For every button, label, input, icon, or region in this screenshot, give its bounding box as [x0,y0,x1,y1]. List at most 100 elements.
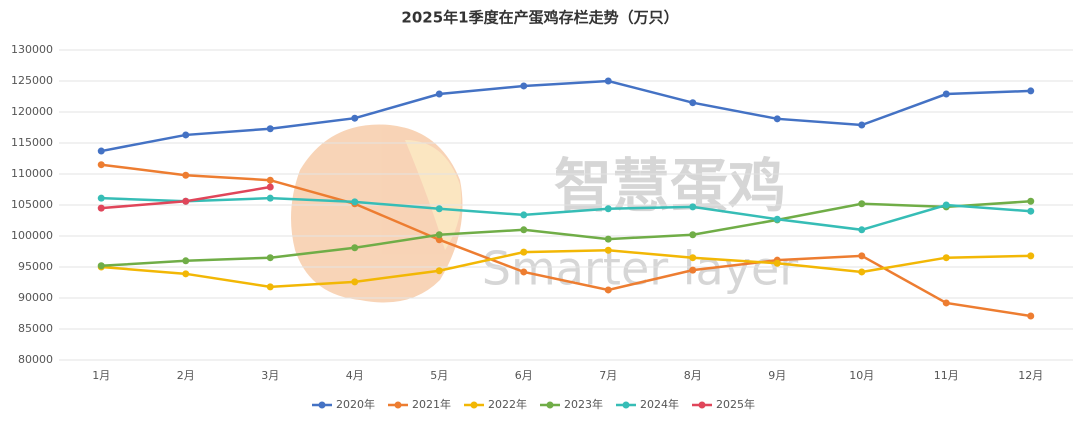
data-point [97,147,105,155]
legend-label: 2024年 [640,397,679,411]
data-point [520,211,528,219]
x-tick-label: 9月 [768,369,786,382]
x-tick-label: 7月 [599,369,617,382]
data-point [97,194,105,202]
x-tick-label: 12月 [1018,369,1043,382]
legend-label: 2025年 [716,397,755,411]
data-point [351,198,359,206]
series-line [101,196,1031,232]
x-tick-label: 8月 [684,369,702,382]
data-point [266,254,274,262]
data-point [689,203,697,211]
data-point [604,246,612,254]
legend-swatch-dot [394,401,402,409]
data-point [689,99,697,107]
data-point [604,77,612,85]
y-tick-label: 90000 [18,291,53,304]
y-tick-label: 110000 [11,167,53,180]
legend-swatch-dot [622,401,630,409]
data-point [97,161,105,169]
data-point [520,268,528,276]
data-point [942,299,950,307]
data-point [97,262,105,270]
data-point [182,131,190,139]
data-point [266,125,274,133]
legend-label: 2023年 [564,397,603,411]
legend-swatch-dot [470,401,478,409]
data-point [689,254,697,262]
data-point [773,115,781,123]
legend-label: 2020年 [336,397,375,411]
y-tick-label: 85000 [18,322,53,335]
data-point [182,171,190,179]
x-tick-label: 3月 [261,369,279,382]
y-tick-label: 100000 [11,229,53,242]
x-tick-label: 4月 [346,369,364,382]
data-point [858,268,866,276]
legend-swatch-dot [698,401,706,409]
series-line [101,79,1031,153]
data-point [689,231,697,239]
data-point [182,197,190,205]
data-point [435,231,443,239]
x-tick-label: 11月 [934,369,959,382]
data-point [266,283,274,291]
data-point [1027,252,1035,260]
y-tick-label: 130000 [11,43,53,56]
data-point [266,194,274,202]
data-point [351,278,359,286]
data-point [266,183,274,191]
data-point [435,90,443,98]
data-point [689,266,697,274]
data-point [942,90,950,98]
data-point [351,114,359,122]
data-point [266,176,274,184]
legend-swatch-dot [318,401,326,409]
data-point [604,286,612,294]
data-point [604,205,612,213]
watermark-text: Smarter layer [482,242,798,296]
data-point [182,270,190,278]
y-tick-label: 115000 [11,136,53,149]
data-point [520,226,528,234]
y-tick-label: 95000 [18,260,53,273]
data-point [773,259,781,267]
data-point [858,226,866,234]
x-tick-label: 2月 [177,369,195,382]
x-tick-label: 5月 [430,369,448,382]
data-point [773,215,781,223]
x-tick-label: 1月 [92,369,110,382]
legend-swatch-dot [546,401,554,409]
data-point [435,236,443,244]
series-line [101,200,1031,268]
y-tick-label: 80000 [18,353,53,366]
data-point [942,201,950,209]
data-point [1027,207,1035,215]
data-point [1027,87,1035,95]
data-point [351,244,359,252]
data-point [435,267,443,275]
data-point [520,82,528,90]
y-tick-label: 120000 [11,105,53,118]
x-tick-label: 6月 [515,369,533,382]
data-point [1027,312,1035,320]
y-tick-label: 125000 [11,74,53,87]
y-tick-label: 105000 [11,198,53,211]
data-point [520,248,528,256]
series-line [101,163,1031,318]
legend-label: 2022年 [488,397,527,411]
x-tick-label: 10月 [849,369,874,382]
data-point [858,252,866,260]
data-point [858,200,866,208]
data-point [942,254,950,262]
series-line [101,249,1031,289]
data-point [604,235,612,243]
data-point [97,204,105,212]
data-point [182,257,190,265]
data-point [435,205,443,213]
legend-label: 2021年 [412,397,451,411]
data-point [858,121,866,129]
data-point [1027,197,1035,205]
